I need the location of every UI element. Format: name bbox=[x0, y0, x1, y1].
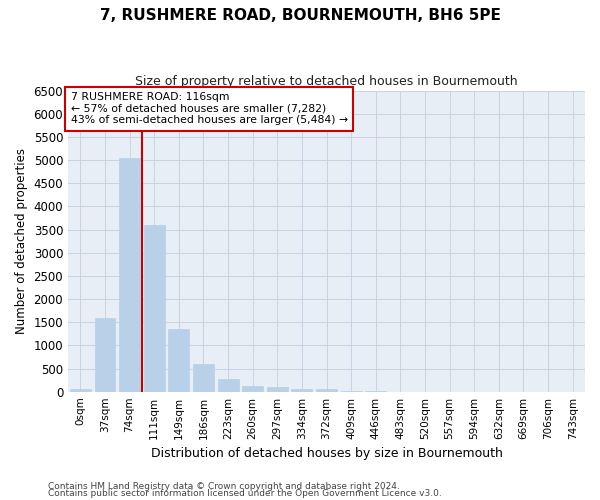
Bar bbox=[242, 386, 263, 392]
Bar bbox=[169, 329, 189, 392]
Text: Contains public sector information licensed under the Open Government Licence v3: Contains public sector information licen… bbox=[48, 489, 442, 498]
Bar bbox=[316, 390, 337, 392]
Bar bbox=[267, 387, 288, 392]
Title: Size of property relative to detached houses in Bournemouth: Size of property relative to detached ho… bbox=[135, 75, 518, 88]
Bar bbox=[144, 225, 164, 392]
Y-axis label: Number of detached properties: Number of detached properties bbox=[15, 148, 28, 334]
Bar bbox=[193, 364, 214, 392]
Bar bbox=[119, 158, 140, 392]
Bar bbox=[218, 378, 239, 392]
Text: 7 RUSHMERE ROAD: 116sqm
← 57% of detached houses are smaller (7,282)
43% of semi: 7 RUSHMERE ROAD: 116sqm ← 57% of detache… bbox=[71, 92, 348, 126]
Text: Contains HM Land Registry data © Crown copyright and database right 2024.: Contains HM Land Registry data © Crown c… bbox=[48, 482, 400, 491]
Text: 7, RUSHMERE ROAD, BOURNEMOUTH, BH6 5PE: 7, RUSHMERE ROAD, BOURNEMOUTH, BH6 5PE bbox=[100, 8, 500, 22]
Bar bbox=[292, 389, 313, 392]
X-axis label: Distribution of detached houses by size in Bournemouth: Distribution of detached houses by size … bbox=[151, 447, 502, 460]
Bar bbox=[95, 318, 115, 392]
Bar bbox=[70, 390, 91, 392]
